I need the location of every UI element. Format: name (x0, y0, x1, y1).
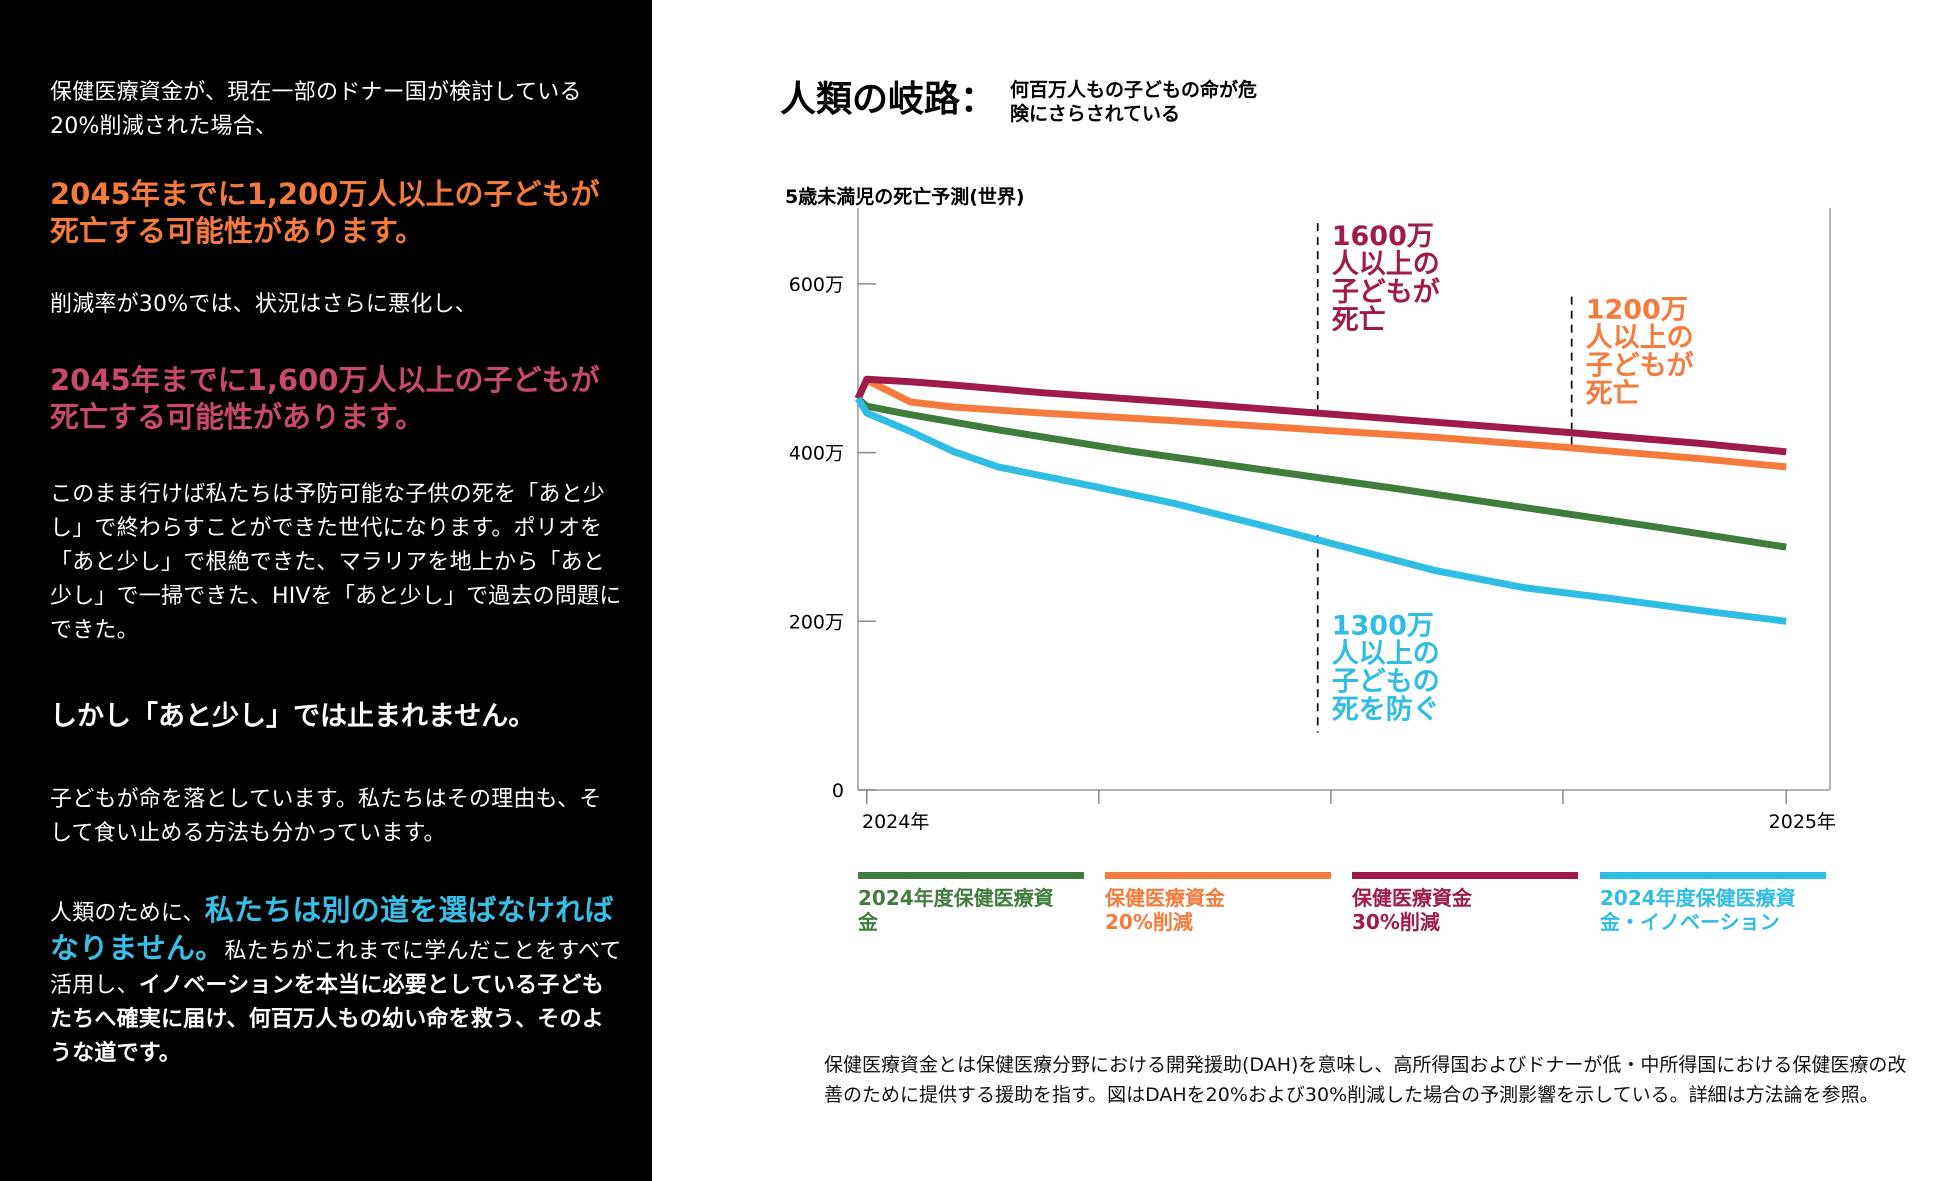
left-panel: 保健医療資金が、現在一部のドナー国が検討している20%削減された場合、 2045… (0, 0, 652, 1181)
highlight-16m: 2045年までに1,600万人以上の子どもが死亡する可能性があります。 (50, 363, 600, 434)
cta-bold: イノベーションを本当に必要としている子どもたちへ確実に届け、何百万人もの幼い命を… (50, 973, 604, 1066)
cannot-stop-text: しかし「あと少し」では止まれません。 (50, 701, 536, 732)
cta-prefix: 人類のために、 (50, 901, 205, 926)
chart-subtitle: 何百万人もの子どもの命が危険にさらされている (1010, 79, 1258, 125)
y-tick-label-3: 600万 (789, 274, 844, 296)
annotation-13m-label-2: 子どもの (1332, 667, 1440, 698)
annotation-16m-label-0: 1600万 (1332, 221, 1434, 252)
annotation-12m-label-0: 1200万 (1586, 295, 1688, 326)
annotation-12m-label-3: 死亡 (1586, 379, 1640, 410)
series-line-3 (855, 396, 1787, 625)
legend-label-3: 2024年度保健医療資 (1600, 886, 1796, 910)
highlight-12m: 2045年までに1,200万人以上の子どもが死亡する可能性があります。 (50, 177, 600, 248)
annotation-13m-label-1: 人以上の (1332, 639, 1440, 670)
legend-label-2: 保健医療資金 (1351, 886, 1473, 910)
x-tick-label-0: 2024年 (862, 811, 929, 833)
series-line-0 (855, 395, 1787, 551)
footnote: 保健医療資金とは保健医療分野における開発援助(DAH)を意味し、高所得国およびド… (824, 1054, 1907, 1106)
legend-label-1-line2: 20%削減 (1105, 910, 1193, 934)
series-line-1 (854, 376, 1787, 471)
annotation-16m-label-3: 死亡 (1332, 305, 1386, 336)
annotation-13m-label-3: 死を防ぐ (1332, 695, 1440, 726)
annotation-16m-label-2: 子どもが (1332, 276, 1440, 308)
legend-label-1: 保健医療資金 (1104, 886, 1226, 910)
legend-label-0: 2024年度保健医療資 (858, 886, 1054, 910)
legend-swatch-2 (1352, 872, 1578, 879)
chart-title: 人類の岐路： (780, 79, 997, 120)
y-tick-label-0: 0 (832, 780, 844, 802)
legend-label-2-line2: 30%削減 (1352, 910, 1440, 934)
legend-label-3-line2: 金・イノベーション (1599, 910, 1780, 934)
call-to-action: 人類のために、私たちは別の道を選ばなければなりません。私たちがこれまでに学んだこ… (50, 893, 622, 1071)
cta-highlight: 私たちは別の道を選ばなければなりません。 (50, 893, 614, 965)
y-tick-label-1: 200万 (789, 611, 844, 633)
almost-text: このまま行けば私たちは予防可能な子供の死を「あと少し」で終わらすことができた世代… (50, 482, 622, 643)
annotation-13m-label-0: 1300万 (1332, 611, 1434, 642)
y-axis-label: 5歳未満児の死亡予測(世界) (785, 185, 1025, 208)
x-tick-label-4: 2025年 (1769, 811, 1836, 833)
series-line-2 (854, 375, 1787, 456)
legend-swatch-1 (1105, 872, 1331, 879)
annotation-12m-label-2: 子どもが (1586, 350, 1694, 382)
intro-text: 保健医療資金が、現在一部のドナー国が検討している20%削減された場合、 (50, 80, 582, 139)
worse-text: 削減率が30%では、状況はさらに悪化し、 (50, 292, 477, 317)
legend-label-0-line2: 金 (857, 910, 879, 934)
legend-swatch-3 (1600, 872, 1826, 879)
y-tick-label-2: 400万 (789, 443, 844, 465)
cta-mid: 私たちがこれまでに学んだことをすべて活用し、 (50, 939, 622, 998)
annotation-12m-label-1: 人以上の (1586, 323, 1694, 354)
annotation-16m-label-1: 人以上の (1332, 249, 1440, 280)
children-text: 子どもが命を落としています。私たちはその理由も、そして食い止める方法も分かってい… (50, 787, 602, 846)
legend-swatch-0 (858, 872, 1084, 879)
